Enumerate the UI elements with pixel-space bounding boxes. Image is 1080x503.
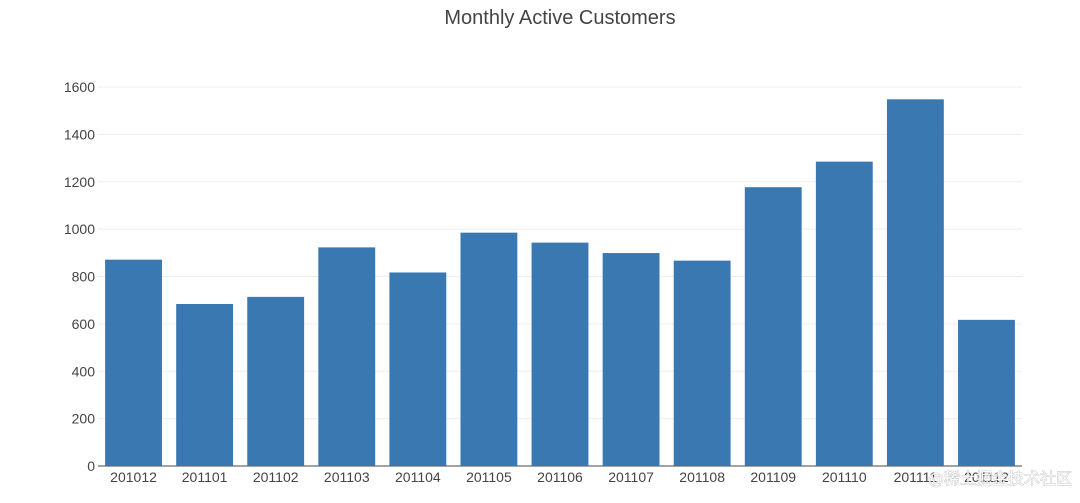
bar-201105[interactable] <box>460 232 518 466</box>
x-tick-label: 201112 <box>964 469 1009 485</box>
bar-201110[interactable] <box>815 161 873 466</box>
y-tick-label: 1400 <box>64 126 95 142</box>
bar-201106[interactable] <box>531 242 589 466</box>
watermark-text: @稀土掘金技术社区 <box>928 469 1072 488</box>
x-tick-label: 201104 <box>395 469 441 485</box>
x-tick-label: 201106 <box>537 469 583 485</box>
chart-title: Monthly Active Customers <box>444 7 675 29</box>
y-tick-label: 0 <box>87 458 95 474</box>
bar-201112[interactable] <box>958 319 1015 466</box>
bar-201102[interactable] <box>247 296 305 466</box>
y-axis-ticks: 0 200 400 600 800 1000 1200 1400 1600 <box>64 79 95 474</box>
bar-201012[interactable] <box>105 259 162 466</box>
y-tick-label: 1600 <box>64 79 95 95</box>
x-tick-label: 201110 <box>822 469 867 485</box>
y-tick-label: 600 <box>72 316 96 332</box>
bar-201103[interactable] <box>318 247 376 466</box>
x-tick-label: 201108 <box>679 469 725 485</box>
bar-201107[interactable] <box>602 253 660 466</box>
x-tick-label: 201109 <box>750 469 796 485</box>
bar-201109[interactable] <box>744 187 802 466</box>
x-tick-label: 201107 <box>608 469 654 485</box>
y-tick-label: 1200 <box>64 174 95 190</box>
bars <box>105 99 1015 466</box>
y-tick-label: 800 <box>72 269 96 285</box>
y-tick-label: 1000 <box>64 221 95 237</box>
x-tick-label: 201101 <box>182 469 228 485</box>
bar-201101[interactable] <box>176 303 234 466</box>
bar-201111[interactable] <box>886 99 944 466</box>
bar-201104[interactable] <box>389 272 447 466</box>
x-tick-label: 201103 <box>324 469 370 485</box>
x-axis-ticks: 201012 201101 201102 201103 201104 201105 2011… <box>110 469 1009 485</box>
x-tick-label: 201012 <box>110 469 157 485</box>
x-tick-label: 201102 <box>253 469 299 485</box>
x-tick-label: 201111 <box>894 469 938 485</box>
y-tick-label: 400 <box>72 363 96 379</box>
x-tick-label: 201105 <box>466 469 512 485</box>
bar-201108[interactable] <box>673 260 731 466</box>
y-tick-label: 200 <box>72 411 96 427</box>
